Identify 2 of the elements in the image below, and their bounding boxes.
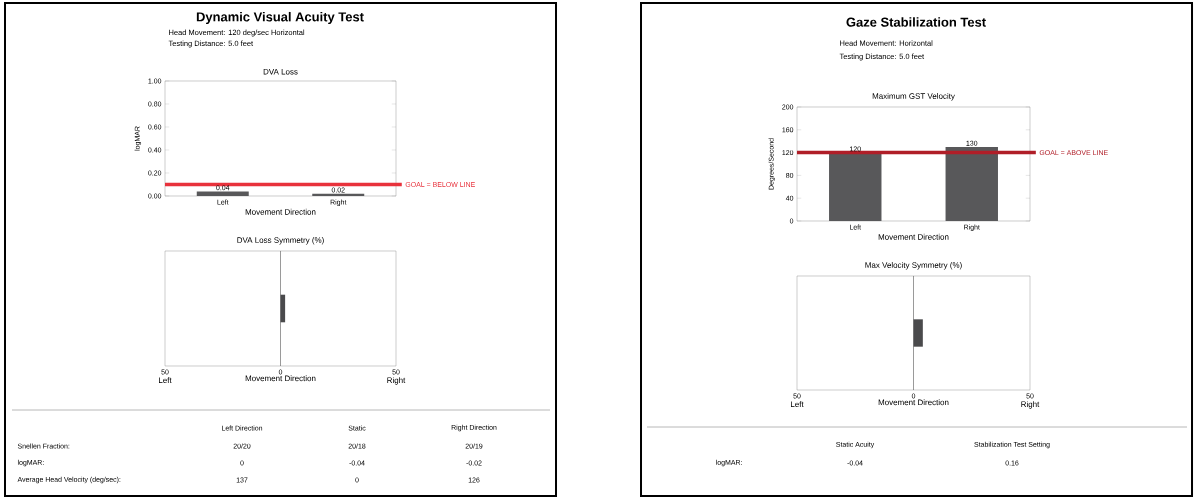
text: Gaze Stabilization Test xyxy=(846,17,986,27)
text: Dynamic Visual Acuity Test xyxy=(196,11,364,25)
